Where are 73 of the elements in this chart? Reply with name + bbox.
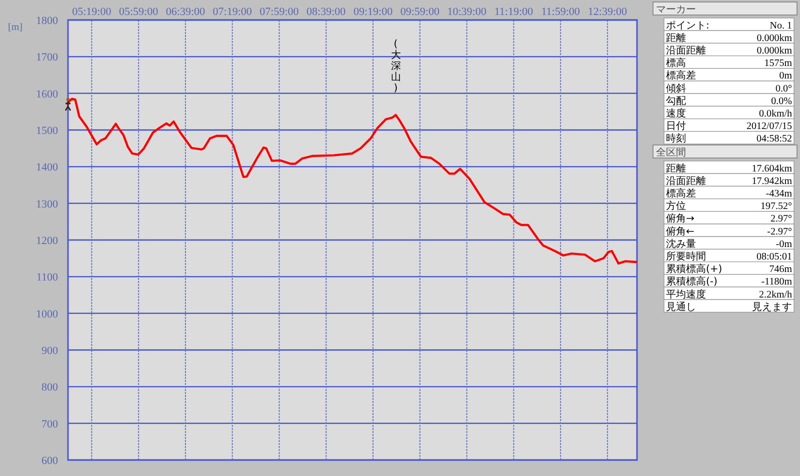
text: 08:05:01 [756, 252, 792, 262]
text: 746m [769, 264, 792, 276]
text: 17.942km [752, 176, 792, 187]
y-tick-label: 1500 [36, 125, 58, 137]
text: 2012/07/15 [746, 121, 792, 132]
text: 日付 [666, 121, 686, 132]
text: 速度 [666, 108, 686, 120]
text: 1575m [764, 58, 792, 70]
y-axis-title: [m] [8, 22, 22, 33]
text: -2.97° [767, 226, 792, 238]
text: マーカー [656, 4, 696, 16]
text: 俯角← [666, 225, 694, 238]
y-tick-label: 1600 [36, 88, 58, 100]
line-series [66, 98, 638, 265]
y-tick-label: 600 [42, 455, 58, 467]
x-tick-label: 11:59:00 [541, 6, 580, 18]
text: 04:58:52 [756, 134, 792, 145]
x-tick-label: 06:39:00 [166, 6, 206, 18]
y-tick-label: 1800 [36, 15, 58, 27]
text: ポイント: [666, 20, 710, 32]
text: 傾斜 [666, 82, 686, 94]
text: 0.0% [771, 96, 792, 107]
y-tick-label: 800 [42, 382, 58, 394]
text: 197.52° [760, 201, 792, 212]
y-tick-label: 900 [42, 345, 58, 357]
text: 見通し [666, 300, 696, 313]
text: 距離 [666, 32, 686, 44]
y-tick-label: 1400 [36, 162, 58, 174]
text: -1180m [761, 276, 792, 288]
x-tick-label: 07:19:00 [212, 6, 252, 18]
text: 所要時間 [666, 250, 706, 262]
text: 標高 [666, 57, 686, 70]
text: 俯角→ [666, 212, 694, 225]
text: 沈み量 [666, 238, 696, 250]
x-tick-label: 11:19:00 [494, 6, 534, 18]
y-tick-label: 1100 [36, 272, 58, 284]
text: 標高差 [666, 188, 696, 200]
text: 方位 [666, 200, 686, 212]
text: 2.2km/h [758, 289, 792, 300]
text: 累積標高(+) [666, 263, 722, 276]
text: 時刻 [666, 132, 686, 145]
x-tick-label: 09:19:00 [353, 6, 394, 18]
text: 0.0° [776, 83, 792, 94]
y-tick-label: 1200 [36, 235, 58, 247]
text: 全区間 [656, 146, 686, 158]
text: 0.0km/h [758, 108, 792, 120]
text: 平均速度 [666, 288, 706, 300]
text: -434m [766, 188, 792, 200]
text: No. 1 [770, 20, 792, 32]
text: 沿面距離 [666, 174, 706, 187]
text: 沿面距離 [666, 44, 706, 56]
text: 0.000km [756, 46, 792, 56]
x-tick-label: 07:59:00 [260, 6, 300, 18]
x-tick-label: 08:39:00 [306, 6, 346, 18]
x-tick-label: 05:19:00 [72, 6, 112, 18]
x-tick-label: 09:59:00 [400, 6, 440, 18]
y-tick-label: 1300 [36, 198, 58, 210]
text: 標高差 [666, 70, 696, 82]
x-tick-label: 10:39:00 [447, 6, 487, 18]
text: 0m [779, 70, 792, 82]
x-tick-label: 05:59:00 [119, 6, 159, 18]
x-tick-label: 12:39:00 [588, 6, 628, 18]
text: 距離 [666, 162, 686, 174]
text: 累積標高(-) [666, 276, 718, 288]
text: 2.97° [770, 214, 792, 225]
text: -0m [776, 238, 792, 250]
y-tick-label: 1700 [36, 52, 58, 64]
y-tick-label: 1000 [36, 308, 58, 320]
y-tick-label: 700 [42, 418, 58, 430]
text: 17.604km [752, 163, 792, 174]
text: 見えます [752, 302, 792, 313]
text: 0.000km [756, 32, 792, 44]
text: 勾配 [666, 94, 686, 107]
